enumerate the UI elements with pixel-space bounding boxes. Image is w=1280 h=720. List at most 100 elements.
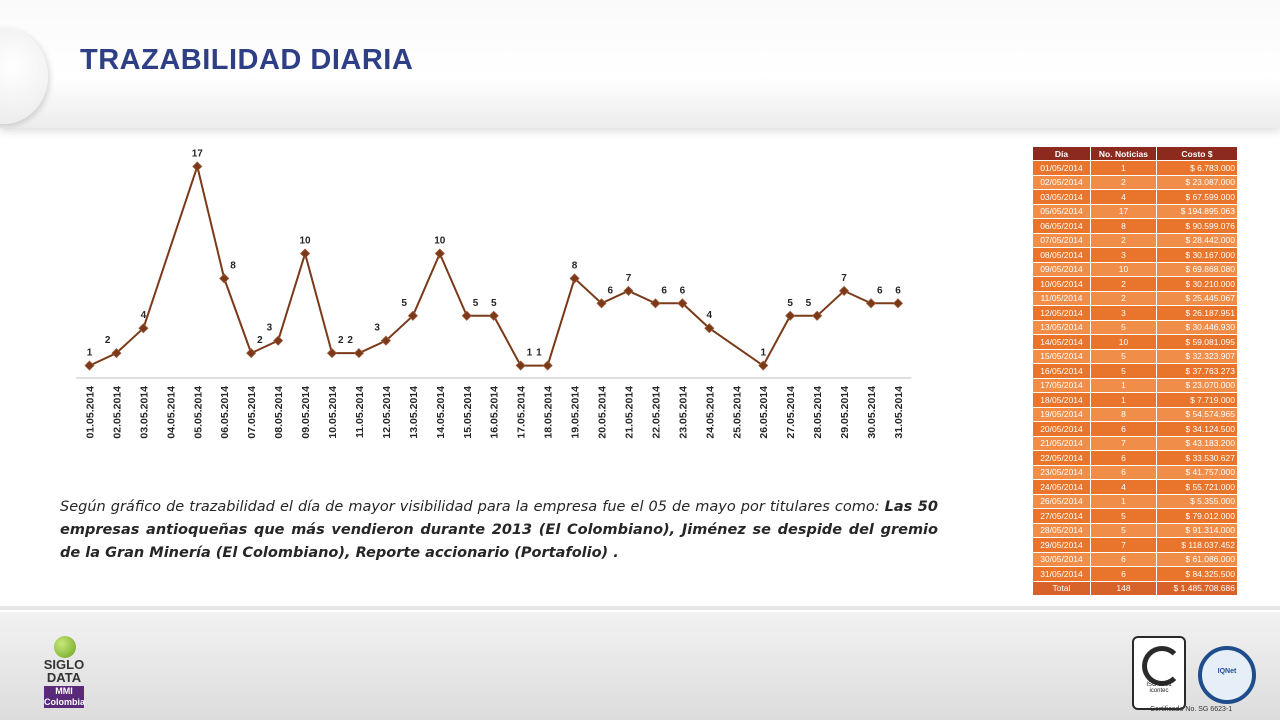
table-row: 18/05/2014 1 $ 7.719.000 xyxy=(1032,392,1239,408)
cell-news-count: 1 xyxy=(1089,392,1157,408)
cell-day: 16/05/2014 xyxy=(1032,363,1091,379)
cell-day: 24/05/2014 xyxy=(1032,479,1091,495)
logo-line1: SIGLO xyxy=(43,657,85,672)
data-point xyxy=(84,360,95,371)
data-label: 10 xyxy=(300,236,312,247)
cell-day: 01/05/2014 xyxy=(1032,160,1091,176)
description-intro: Según gráfico de trazabilidad el día de … xyxy=(60,499,885,515)
cell-day: 30/05/2014 xyxy=(1032,551,1091,567)
data-label: 2 xyxy=(338,335,344,346)
table-row: 24/05/2014 4 $ 55.721.000 xyxy=(1032,479,1239,495)
cell-news-count: 2 xyxy=(1089,232,1157,248)
cell-news-count: 4 xyxy=(1089,479,1157,495)
table-row: 31/05/2014 6 $ 84.325.500 xyxy=(1032,566,1239,582)
footer-separator xyxy=(0,606,1280,610)
data-label: 2 xyxy=(105,335,111,346)
x-tick-label: 14.05.2014 xyxy=(435,386,447,439)
data-label: 2 xyxy=(257,335,263,346)
table-row: 13/05/2014 5 $ 30.446.930 xyxy=(1032,319,1239,335)
data-point xyxy=(650,298,661,309)
cell-news-count: 6 xyxy=(1089,566,1157,582)
data-label: 5 xyxy=(806,298,812,309)
table-header-row: Día No. Noticias Costo $ xyxy=(1032,146,1239,161)
cell-cost: $ 32.323.907 xyxy=(1155,348,1239,364)
cell-news-count: 4 xyxy=(1089,189,1157,205)
data-point xyxy=(219,273,230,284)
cell-day: 17/05/2014 xyxy=(1032,377,1091,393)
table-total-row: Total 148 $ 1.485.708.686 xyxy=(1032,580,1239,596)
cell-news-count: 8 xyxy=(1089,406,1157,422)
data-point xyxy=(515,360,526,371)
total-label: Total xyxy=(1032,580,1091,596)
header-day: Día xyxy=(1032,146,1091,161)
cell-cost: $ 55.721.000 xyxy=(1155,479,1239,495)
table-row: 20/05/2014 6 $ 34.124.500 xyxy=(1032,421,1239,437)
table-row: 03/05/2014 4 $ 67.599.000 xyxy=(1032,189,1239,205)
table-row: 30/05/2014 6 $ 61.086.000 xyxy=(1032,551,1239,567)
data-point xyxy=(461,310,472,321)
table-row: 28/05/2014 5 $ 91.314.000 xyxy=(1032,522,1239,538)
data-label: 17 xyxy=(192,148,204,159)
x-tick-label: 16.05.2014 xyxy=(489,386,501,439)
x-tick-label: 08.05.2014 xyxy=(273,386,285,439)
cell-cost: $ 28.442.000 xyxy=(1155,232,1239,248)
table-row: 27/05/2014 5 $ 79.012.000 xyxy=(1032,508,1239,524)
cell-cost: $ 23.087.000 xyxy=(1155,174,1239,190)
x-tick-label: 25.05.2014 xyxy=(731,386,743,439)
data-label: 1 xyxy=(536,348,542,359)
cell-cost: $ 26.187.951 xyxy=(1155,305,1239,321)
data-label: 8 xyxy=(572,260,578,271)
cell-day: 09/05/2014 xyxy=(1032,261,1091,277)
data-point xyxy=(785,310,796,321)
data-point xyxy=(138,323,149,334)
data-point xyxy=(542,360,553,371)
data-label: 1 xyxy=(87,348,93,359)
cell-news-count: 3 xyxy=(1089,247,1157,263)
cell-day: 31/05/2014 xyxy=(1032,566,1091,582)
data-label: 8 xyxy=(230,260,236,271)
header-cost: Costo $ xyxy=(1155,146,1239,161)
cell-cost: $ 61.086.000 xyxy=(1155,551,1239,567)
x-tick-label: 03.05.2014 xyxy=(138,386,150,439)
cell-news-count: 5 xyxy=(1089,348,1157,364)
data-label: 5 xyxy=(787,298,793,309)
cell-cost: $ 69.868.080 xyxy=(1155,261,1239,277)
data-point xyxy=(273,335,284,346)
certificate-number: Certificado No. SG 6623-1 xyxy=(1150,706,1233,713)
cell-day: 03/05/2014 xyxy=(1032,189,1091,205)
cell-day: 08/05/2014 xyxy=(1032,247,1091,263)
cell-cost: $ 37.763.273 xyxy=(1155,363,1239,379)
data-point xyxy=(488,310,499,321)
cell-news-count: 6 xyxy=(1089,551,1157,567)
series-line xyxy=(89,162,898,368)
x-tick-label: 04.05.2014 xyxy=(165,386,177,439)
x-tick-label: 01.05.2014 xyxy=(84,386,96,439)
data-label: 4 xyxy=(141,310,147,321)
description-highlight: Las 50 empresas antioqueñas que más vend… xyxy=(60,499,938,561)
total-cost: $ 1.485.708.686 xyxy=(1155,580,1239,596)
table-row: 12/05/2014 3 $ 26.187.951 xyxy=(1032,305,1239,321)
data-point xyxy=(569,273,580,284)
data-point xyxy=(326,348,338,359)
cell-cost: $ 118.037.452 xyxy=(1155,537,1239,553)
cell-news-count: 2 xyxy=(1089,276,1157,292)
table-row: 19/05/2014 8 $ 54.574.965 xyxy=(1032,406,1239,422)
logo-ball-icon xyxy=(54,636,76,658)
data-label: 7 xyxy=(841,273,847,284)
cell-day: 12/05/2014 xyxy=(1032,305,1091,321)
cell-cost: $ 30.210.000 xyxy=(1155,276,1239,292)
data-point xyxy=(192,161,203,172)
cell-cost: $ 90.599.076 xyxy=(1155,218,1239,234)
data-label: 1 xyxy=(760,348,766,359)
data-label: 4 xyxy=(707,310,713,321)
x-tick-label: 21.05.2014 xyxy=(623,386,635,439)
cell-cost: $ 84.325.500 xyxy=(1155,566,1239,582)
data-point xyxy=(623,285,634,296)
cell-cost: $ 91.314.000 xyxy=(1155,522,1239,538)
cell-day: 14/05/2014 xyxy=(1032,334,1091,350)
cell-day: 07/05/2014 xyxy=(1032,232,1091,248)
cell-news-count: 6 xyxy=(1089,421,1157,437)
icontec-logo-icon xyxy=(1142,646,1182,686)
cell-cost: $ 34.124.500 xyxy=(1155,421,1239,437)
